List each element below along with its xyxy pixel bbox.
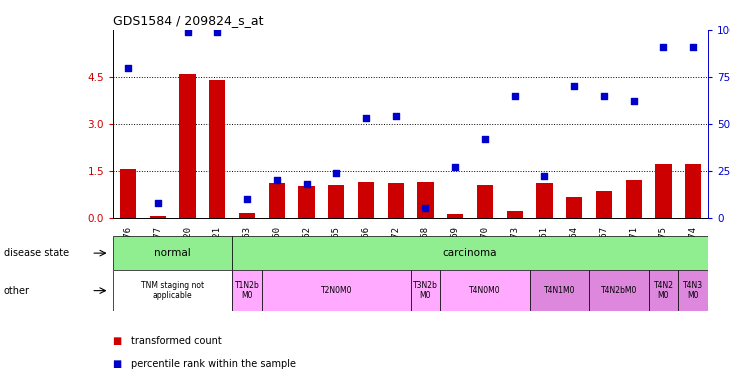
Text: GSM80473: GSM80473 (510, 226, 519, 269)
Text: GSM80460: GSM80460 (272, 226, 281, 269)
Point (390, 113, 402, 119)
Point (360, 115, 372, 121)
Point (450, 164, 461, 170)
Text: GSM80477: GSM80477 (153, 226, 162, 269)
Point (569, 83, 580, 89)
Text: GSM80470: GSM80470 (480, 226, 490, 269)
Bar (477, 185, 493, 218)
Bar (239, 213, 255, 217)
Bar (685, 164, 702, 218)
Text: GSM80464: GSM80464 (569, 226, 579, 269)
Text: ■: ■ (113, 359, 126, 369)
Point (688, 44, 699, 50)
Text: disease state: disease state (4, 248, 69, 258)
Bar (120, 169, 137, 217)
Bar (530, 270, 589, 311)
Bar (113, 236, 232, 270)
Bar (328, 185, 345, 218)
Bar (447, 214, 464, 217)
Bar (358, 182, 374, 218)
Text: GSM80462: GSM80462 (302, 226, 311, 269)
Text: GSM80461: GSM80461 (540, 226, 549, 269)
Text: GSM80468: GSM80468 (421, 226, 430, 269)
Point (152, 200, 164, 206)
Text: other: other (4, 286, 30, 296)
Text: GSM80521: GSM80521 (212, 226, 222, 269)
Text: transformed count: transformed count (131, 336, 222, 346)
Text: normal: normal (154, 248, 191, 258)
Bar (113, 270, 232, 311)
Bar (656, 164, 672, 218)
Bar (180, 74, 196, 217)
Text: T4N2bM0: T4N2bM0 (601, 286, 637, 295)
Bar (411, 270, 440, 311)
Point (122, 64, 134, 70)
Point (331, 170, 342, 176)
Text: GSM80471: GSM80471 (629, 226, 638, 269)
Point (271, 177, 283, 183)
Point (509, 93, 520, 99)
Text: GSM80463: GSM80463 (242, 226, 252, 269)
Text: T1N2b
M0: T1N2b M0 (234, 281, 259, 300)
Point (212, 29, 223, 35)
Bar (507, 211, 523, 217)
Point (420, 205, 431, 211)
Text: GSM80520: GSM80520 (183, 226, 192, 269)
Point (241, 196, 253, 202)
Bar (418, 182, 434, 218)
Point (479, 136, 491, 142)
Bar (388, 183, 404, 218)
Text: GSM80466: GSM80466 (361, 226, 371, 269)
Bar (299, 186, 315, 218)
Bar (209, 80, 226, 218)
Text: GSM80469: GSM80469 (450, 226, 460, 269)
Text: GSM80475: GSM80475 (659, 226, 668, 269)
Point (301, 181, 312, 187)
Bar (262, 270, 411, 311)
Text: T2N0M0: T2N0M0 (320, 286, 352, 295)
Text: T4N2
M0: T4N2 M0 (653, 281, 674, 300)
Bar (589, 270, 649, 311)
Text: T3N2b
M0: T3N2b M0 (413, 281, 438, 300)
Bar (678, 270, 708, 311)
Text: ■: ■ (113, 336, 126, 346)
Text: percentile rank within the sample: percentile rank within the sample (131, 359, 296, 369)
Text: T4N1M0: T4N1M0 (544, 286, 575, 295)
Point (628, 98, 639, 104)
Point (598, 93, 610, 99)
Bar (566, 197, 583, 217)
Bar (596, 191, 612, 217)
Text: GSM80467: GSM80467 (599, 226, 609, 269)
Text: GSM80465: GSM80465 (331, 226, 341, 269)
Point (658, 44, 669, 50)
Bar (150, 216, 166, 217)
Bar (537, 183, 553, 218)
Bar (626, 180, 642, 218)
Bar (649, 270, 678, 311)
Text: carcinoma: carcinoma (443, 248, 497, 258)
Point (539, 173, 550, 179)
Bar (269, 183, 285, 218)
Text: T4N0M0: T4N0M0 (469, 286, 501, 295)
Text: T4N3
M0: T4N3 M0 (683, 281, 703, 300)
Point (182, 29, 193, 35)
Text: GSM80472: GSM80472 (391, 226, 400, 269)
Text: GSM80476: GSM80476 (123, 226, 133, 269)
Bar (440, 270, 530, 311)
Bar (232, 270, 262, 311)
Text: GSM80474: GSM80474 (688, 226, 698, 269)
Text: GDS1584 / 209824_s_at: GDS1584 / 209824_s_at (113, 15, 264, 27)
Bar (232, 236, 708, 270)
Text: TNM staging not
applicable: TNM staging not applicable (141, 281, 204, 300)
